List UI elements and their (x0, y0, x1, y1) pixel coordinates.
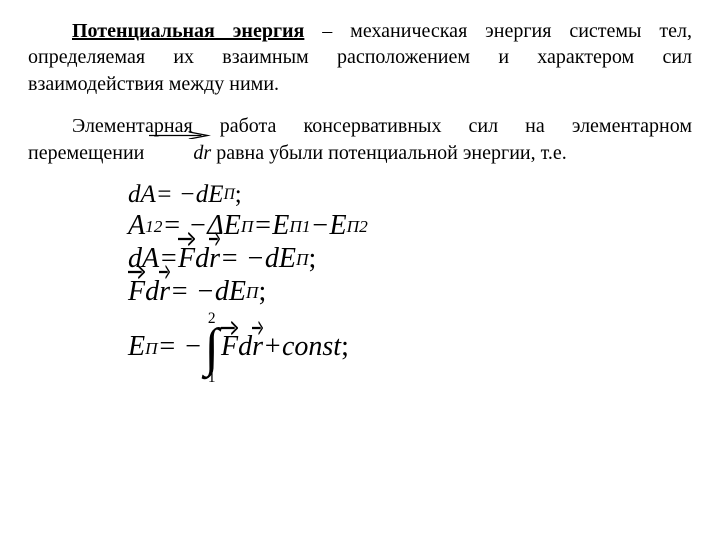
formula-5: EП = −2∫1Fdr + const; (128, 311, 692, 384)
vec-r: r (252, 333, 263, 361)
vec-F: F (128, 278, 145, 306)
integral-icon: ∫ (204, 325, 219, 370)
vec-F: F (221, 333, 238, 361)
formula-block: dA = −dEП ; A12 = −ΔEП = EП1 − EП2 dA = … (28, 182, 692, 384)
arrow-icon (149, 132, 211, 139)
formula-3: dA = Fdr = −dEП ; (128, 245, 692, 273)
para2-post: равна убыли потенциальной энергии, т.е. (211, 142, 567, 164)
paragraph-2: Элементарная работа консервативных сил н… (28, 113, 692, 166)
formula-4: Fdr = −dEП ; (128, 278, 692, 306)
vec-F: F (178, 245, 195, 273)
vec-r: r (209, 245, 220, 273)
formula-2: A12 = −ΔEП = EП1 − EП2 (128, 212, 692, 240)
term-potential-energy: Потенциальная энергия (72, 20, 304, 42)
vec-dr-inline: dr (149, 140, 211, 166)
formula-1: dA = −dEП ; (128, 182, 692, 207)
integral: 2∫1 (204, 311, 219, 384)
vec-r: r (159, 278, 170, 306)
paragraph-1: Потенциальная энергия – механическая эне… (28, 18, 692, 97)
